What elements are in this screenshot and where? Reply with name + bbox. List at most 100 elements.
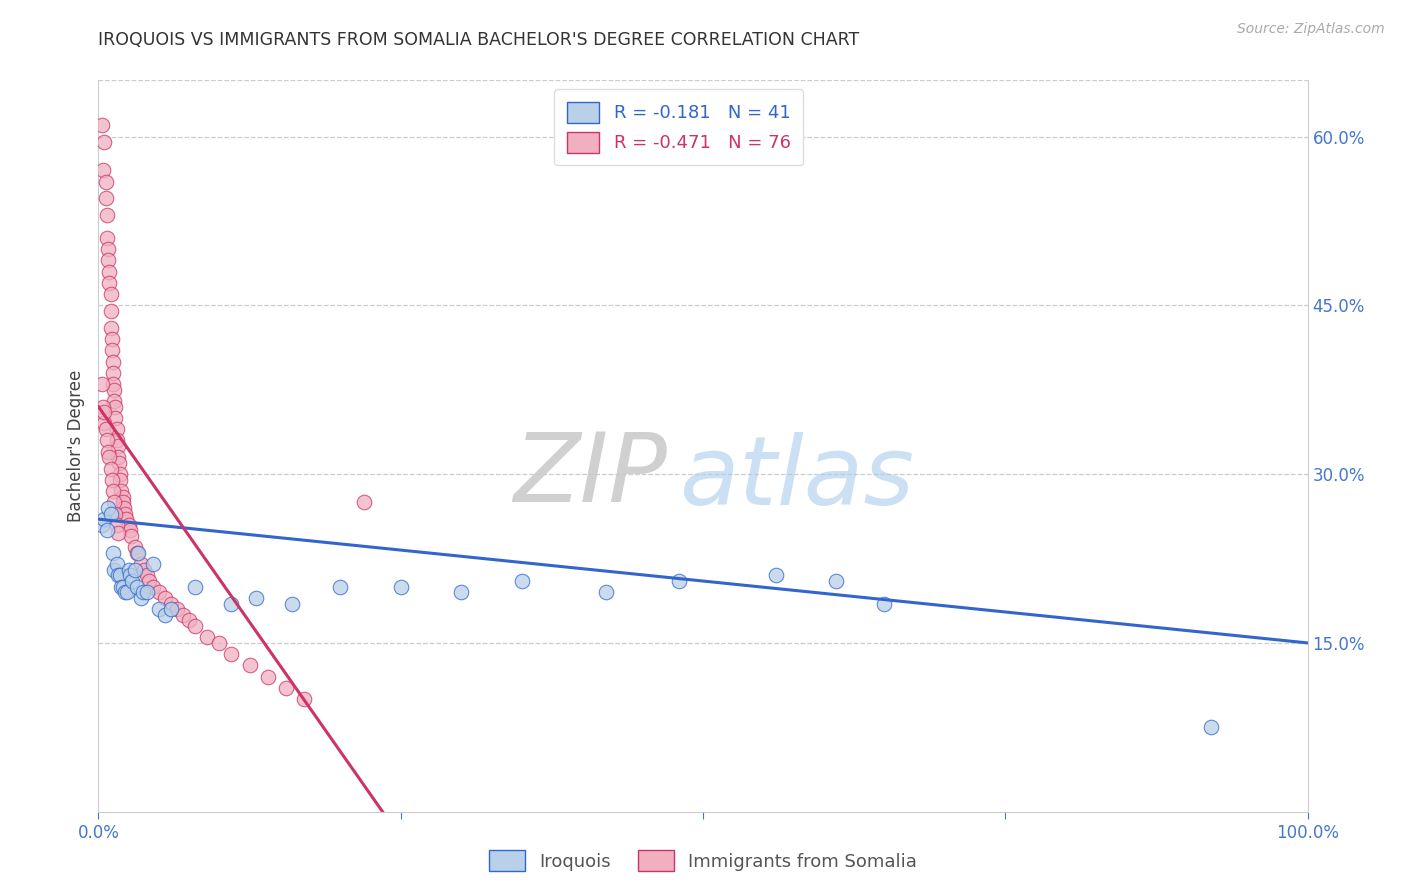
Point <box>91 400 114 414</box>
Point <box>148 602 170 616</box>
Point <box>129 557 152 571</box>
Point <box>98 276 121 290</box>
Point <box>208 636 231 650</box>
Point <box>179 614 201 628</box>
Point <box>108 456 131 470</box>
Point <box>105 434 128 448</box>
Point <box>91 163 114 178</box>
Point <box>118 524 141 538</box>
Point <box>96 434 118 448</box>
Point <box>166 602 188 616</box>
Point <box>118 568 141 582</box>
Point <box>450 585 472 599</box>
Point <box>221 647 243 661</box>
Point <box>103 383 125 397</box>
Point <box>100 343 122 358</box>
Point <box>135 585 157 599</box>
Point <box>111 490 134 504</box>
Point <box>124 563 146 577</box>
Point <box>100 461 122 475</box>
Point <box>96 231 118 245</box>
Point <box>96 524 118 538</box>
Point <box>100 507 122 521</box>
Point <box>117 585 139 599</box>
Point <box>93 405 115 419</box>
Point <box>389 580 412 594</box>
Point <box>97 444 120 458</box>
Point <box>105 557 128 571</box>
Point <box>104 507 127 521</box>
Point <box>108 568 131 582</box>
Point <box>510 574 533 588</box>
Point <box>91 377 114 392</box>
Point <box>98 450 121 465</box>
Point <box>114 585 136 599</box>
Text: ZIP: ZIP <box>513 429 666 522</box>
Point <box>93 135 115 149</box>
Point <box>127 580 149 594</box>
Point <box>114 507 136 521</box>
Point <box>142 557 165 571</box>
Point <box>274 681 297 695</box>
Point <box>101 546 124 560</box>
Point <box>873 597 896 611</box>
Text: Source: ZipAtlas.com: Source: ZipAtlas.com <box>1237 22 1385 37</box>
Point <box>103 563 125 577</box>
Point <box>138 574 160 588</box>
Point <box>105 517 128 532</box>
Point <box>107 525 129 540</box>
Point <box>93 417 115 431</box>
Point <box>100 473 122 487</box>
Point <box>108 473 131 487</box>
Point <box>118 517 141 532</box>
Point <box>292 692 315 706</box>
Point <box>107 439 129 453</box>
Point <box>103 495 125 509</box>
Point <box>118 563 141 577</box>
Point <box>110 580 132 594</box>
Point <box>160 597 183 611</box>
Point <box>111 580 134 594</box>
Text: IROQUOIS VS IMMIGRANTS FROM SOMALIA BACHELOR'S DEGREE CORRELATION CHART: IROQUOIS VS IMMIGRANTS FROM SOMALIA BACH… <box>98 31 859 49</box>
Point <box>100 304 122 318</box>
Point <box>98 264 121 278</box>
Point <box>112 500 135 515</box>
Point <box>129 591 152 605</box>
Point <box>100 332 122 346</box>
Legend: Iroquois, Immigrants from Somalia: Iroquois, Immigrants from Somalia <box>481 843 925 879</box>
Point <box>94 191 117 205</box>
Point <box>97 242 120 256</box>
Point <box>101 366 124 380</box>
Point <box>124 541 146 555</box>
Point <box>94 175 117 189</box>
Point <box>101 354 124 368</box>
Point <box>765 568 787 582</box>
Point <box>108 467 131 482</box>
Point <box>353 495 375 509</box>
Point <box>127 546 149 560</box>
Point <box>93 512 115 526</box>
Point <box>1199 720 1222 734</box>
Point <box>668 574 690 588</box>
Text: atlas: atlas <box>679 433 914 525</box>
Point <box>111 495 134 509</box>
Point <box>184 580 207 594</box>
Y-axis label: Bachelor's Degree: Bachelor's Degree <box>66 370 84 522</box>
Point <box>135 568 157 582</box>
Point <box>153 607 176 622</box>
Point <box>256 670 278 684</box>
Point <box>121 574 143 588</box>
Point <box>281 597 304 611</box>
Point <box>153 591 176 605</box>
Point <box>103 394 125 409</box>
Point <box>127 546 149 560</box>
Point <box>239 658 262 673</box>
Point <box>221 597 243 611</box>
Point <box>110 483 132 498</box>
Point <box>107 450 129 465</box>
Point <box>115 512 138 526</box>
Point <box>148 585 170 599</box>
Point <box>595 585 617 599</box>
Point <box>100 287 122 301</box>
Point <box>97 500 120 515</box>
